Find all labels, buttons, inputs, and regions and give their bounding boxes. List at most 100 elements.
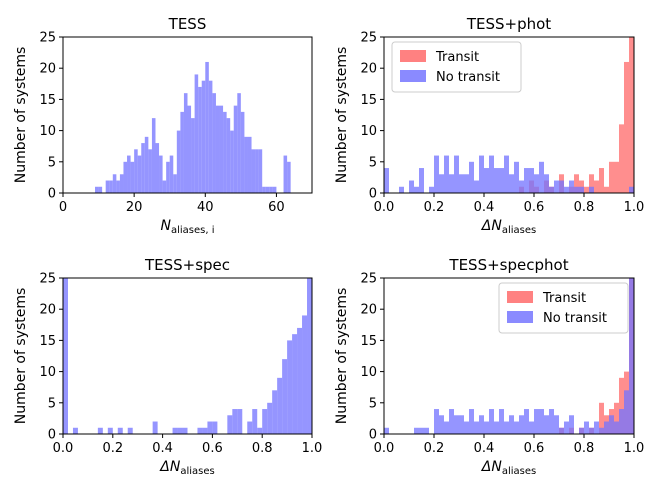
bar-transit bbox=[584, 186, 589, 193]
bar-all bbox=[302, 315, 308, 434]
bar-all bbox=[166, 161, 170, 193]
y-tick-label: 25 bbox=[39, 272, 56, 287]
bar-no-transit bbox=[484, 168, 489, 193]
x-axis-label-main: ΔN bbox=[481, 459, 503, 475]
bar-all bbox=[107, 427, 113, 434]
bar-no-transit bbox=[439, 174, 444, 193]
y-tick-label: 15 bbox=[39, 334, 56, 349]
bar-no-transit bbox=[609, 415, 614, 434]
chart-title: TESS+phot bbox=[466, 15, 551, 33]
x-tick-label: 40 bbox=[197, 200, 214, 215]
legend-swatch bbox=[400, 70, 426, 82]
bar-all bbox=[205, 61, 209, 194]
bar-no-transit bbox=[399, 186, 404, 193]
bar-no-transit bbox=[509, 415, 514, 434]
x-tick-label: 0.0 bbox=[53, 441, 74, 456]
bar-no-transit bbox=[604, 421, 609, 434]
bar-no-transit bbox=[619, 409, 624, 434]
bar-all bbox=[197, 427, 203, 434]
y-axis-label: Number of systems bbox=[334, 288, 350, 425]
bar-no-transit bbox=[469, 161, 474, 193]
x-tick-label: 0.8 bbox=[252, 441, 273, 456]
bar-no-transit bbox=[624, 390, 629, 434]
bar-all bbox=[307, 278, 312, 434]
bar-no-transit bbox=[539, 161, 544, 193]
bar-no-transit bbox=[554, 180, 559, 193]
bar-all bbox=[201, 80, 206, 193]
bar-no-transit bbox=[434, 155, 439, 193]
bar-transit bbox=[619, 124, 624, 193]
panel-tess-specphot: 0.0 0.2 0.4 0.6 0.8 1.0 0 5 10 15 20 25 TESS+specpho… bbox=[334, 256, 644, 477]
bar-all bbox=[141, 143, 145, 193]
bar-no-transit bbox=[629, 278, 634, 434]
y-tick-label: 0 bbox=[369, 187, 377, 202]
x-axis-label-sub: aliases bbox=[502, 225, 536, 236]
bar-no-transit bbox=[414, 427, 419, 434]
bar-no-transit bbox=[449, 409, 454, 434]
plot-frame bbox=[383, 277, 635, 435]
bar-all bbox=[207, 421, 213, 434]
bar-all bbox=[182, 427, 188, 434]
bar-no-transit bbox=[569, 180, 574, 193]
bar-no-transit bbox=[509, 174, 514, 193]
bar-all bbox=[127, 427, 133, 434]
bar-all bbox=[180, 111, 184, 193]
x-tick-label: 0.8 bbox=[574, 441, 595, 456]
y-tick-label: 5 bbox=[48, 396, 56, 411]
bar-no-transit bbox=[544, 174, 549, 193]
x-tick-label: 0.4 bbox=[474, 200, 495, 215]
bar-no-transit bbox=[429, 186, 434, 193]
legend-swatch bbox=[507, 291, 533, 303]
bar-no-transit bbox=[384, 427, 389, 434]
bar-no-transit bbox=[559, 427, 564, 434]
bar-all bbox=[159, 155, 163, 193]
bar-all bbox=[97, 427, 103, 434]
bar-all bbox=[130, 161, 135, 193]
x-tick-label: 0.0 bbox=[374, 200, 395, 215]
bar-no-transit bbox=[589, 186, 594, 193]
bar-transit bbox=[604, 186, 609, 193]
panel-tess: 0 20 40 60 0 5 10 15 20 25 TESS Number of systems Na… bbox=[13, 15, 313, 236]
bar-all bbox=[134, 149, 138, 193]
bar-no-transit bbox=[464, 174, 469, 193]
legend-label: Transit bbox=[542, 291, 586, 306]
bar-all bbox=[155, 143, 160, 193]
bar-no-transit bbox=[444, 421, 449, 434]
plot-frame bbox=[62, 36, 313, 194]
bar-no-transit bbox=[594, 421, 599, 434]
bar-no-transit bbox=[454, 415, 459, 434]
x-axis-label: ΔNaliases bbox=[481, 459, 536, 477]
bar-no-transit bbox=[549, 186, 554, 193]
bar-no-transit bbox=[459, 415, 464, 434]
bar-no-transit bbox=[529, 168, 534, 193]
y-tick-label: 15 bbox=[360, 334, 377, 349]
bar-all bbox=[137, 155, 142, 193]
legend-label: No transit bbox=[543, 311, 607, 326]
bar-no-transit bbox=[519, 180, 524, 193]
y-axis-label: Number of systems bbox=[13, 288, 29, 425]
bar-no-transit bbox=[614, 421, 619, 434]
bar-transit bbox=[594, 180, 599, 193]
x-axis-label-sub: aliases bbox=[502, 466, 536, 477]
bar-no-transit bbox=[514, 161, 519, 193]
bar-no-transit bbox=[524, 409, 529, 434]
bar-no-transit bbox=[499, 168, 504, 193]
bar-all bbox=[72, 427, 78, 434]
y-tick-label: 15 bbox=[39, 93, 56, 108]
bar-all bbox=[187, 105, 192, 193]
bar-no-transit bbox=[484, 421, 489, 434]
x-tick-label: 0.8 bbox=[574, 200, 595, 215]
bar-no-transit bbox=[524, 168, 529, 193]
chart-title: TESS bbox=[168, 15, 207, 33]
bar-all bbox=[212, 421, 218, 434]
legend-swatch bbox=[400, 50, 426, 62]
bar-all bbox=[172, 427, 178, 434]
bar-all bbox=[148, 149, 152, 193]
panel-tess-spec: 0.0 0.2 0.4 0.6 0.8 1.0 0 5 10 15 20 25 TESS+spec Num… bbox=[13, 256, 322, 477]
x-axis-label: ΔNaliases bbox=[159, 459, 214, 477]
x-tick-label: 60 bbox=[268, 200, 285, 215]
chart-title: TESS+spec bbox=[144, 256, 230, 274]
bar-no-transit bbox=[434, 409, 439, 434]
bar-no-transit bbox=[494, 168, 499, 193]
y-tick-label: 20 bbox=[39, 303, 56, 318]
